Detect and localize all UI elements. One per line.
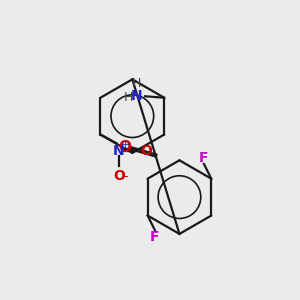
Text: -: - bbox=[124, 170, 128, 183]
Text: O: O bbox=[113, 169, 125, 183]
Text: H: H bbox=[132, 77, 142, 90]
Text: F: F bbox=[150, 230, 160, 244]
Text: N: N bbox=[131, 89, 142, 103]
Text: H: H bbox=[124, 91, 133, 104]
Text: O: O bbox=[118, 140, 131, 155]
Text: F: F bbox=[199, 151, 209, 164]
Text: N: N bbox=[113, 144, 125, 158]
Text: +: + bbox=[121, 140, 130, 150]
Text: O: O bbox=[140, 144, 152, 158]
